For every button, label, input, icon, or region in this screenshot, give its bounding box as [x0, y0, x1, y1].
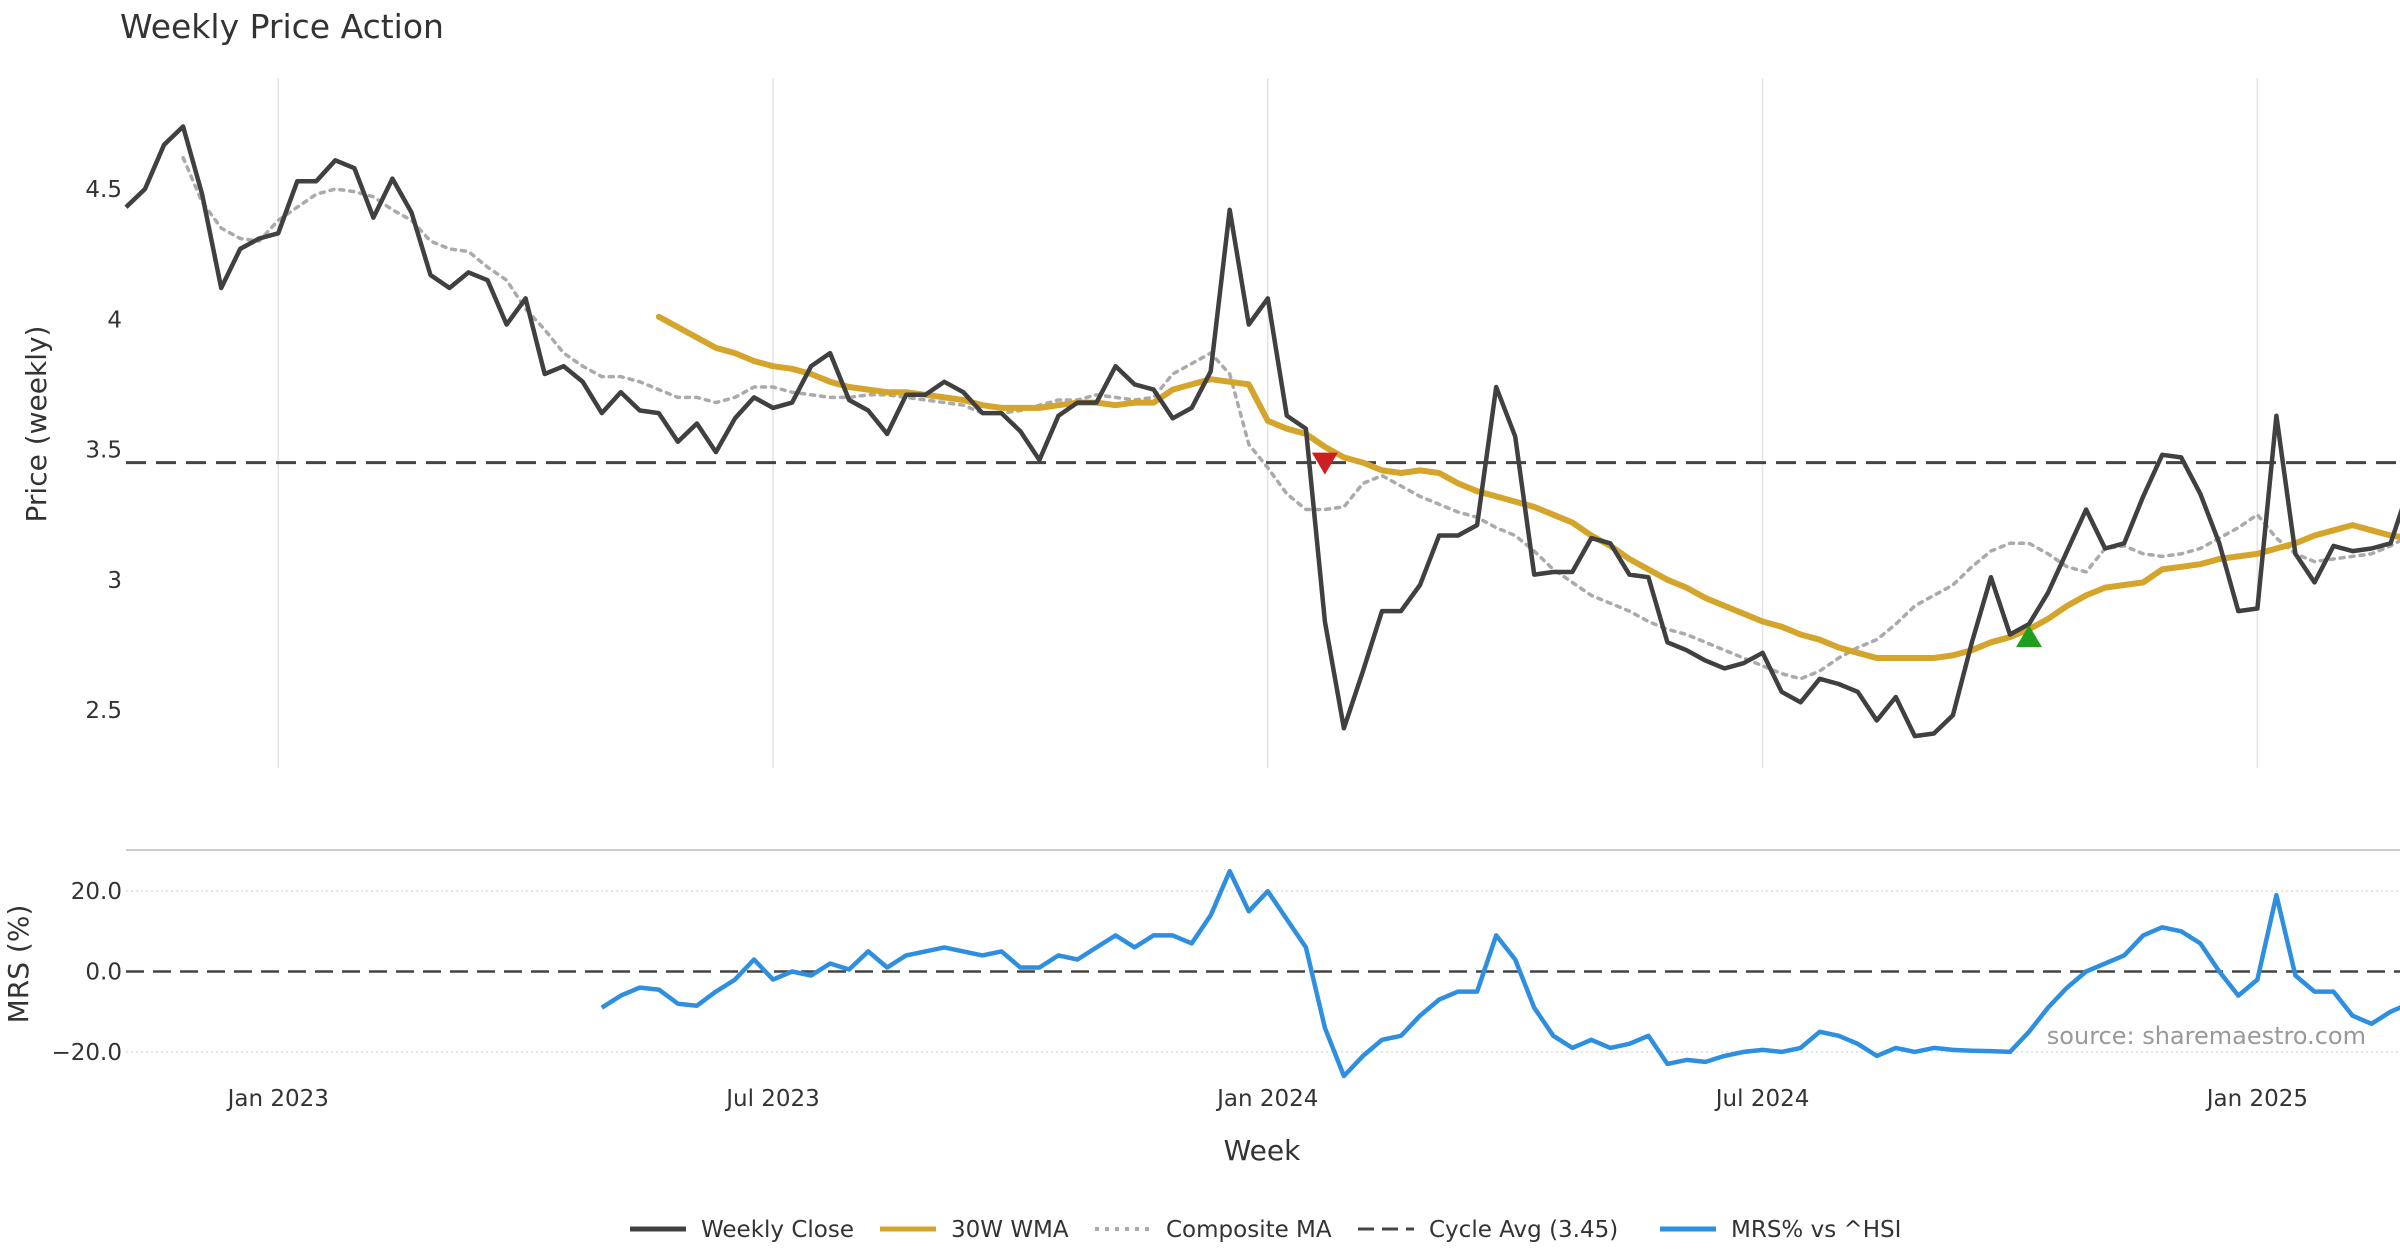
- mrs-y-tick-label: −20.0: [52, 1040, 122, 1066]
- weekly-close-line: [124, 124, 2400, 739]
- legend: Weekly Close 30W WMA Composite MA Cycle Avg…: [630, 1217, 1901, 1243]
- legend-label: Weekly Close: [701, 1217, 854, 1243]
- price-y-axis-label: Price (weekly): [20, 326, 53, 523]
- mrs-y-tick-label: 0.0: [85, 960, 122, 986]
- chart-title: Weekly Price Action: [120, 7, 444, 46]
- price-y-tick-label: 4: [107, 307, 122, 333]
- price-y-ticks: 2.5 3 3.5 4 4.5: [85, 177, 122, 724]
- legend-label: MRS% vs ^HSI: [1731, 1217, 1901, 1243]
- x-axis-label: Week: [1224, 1134, 1301, 1167]
- price-grid: [277, 78, 2259, 768]
- mrs-y-tick-label: 20.0: [71, 879, 122, 905]
- x-tick-label: Jan 2025: [2205, 1086, 2308, 1112]
- price-y-tick-label: 4.5: [85, 177, 122, 203]
- x-tick-label: Jan 2023: [226, 1086, 329, 1112]
- mrs-line: [600, 868, 2400, 1079]
- source-note: source: sharemaestro.com: [2047, 1022, 2366, 1050]
- composite-ma-line: [181, 155, 2400, 681]
- signal-markers: [1311, 452, 2042, 648]
- x-tick-label: Jul 2024: [1714, 1086, 1810, 1112]
- x-tick-label: Jul 2023: [724, 1086, 820, 1112]
- x-ticks: Jan 2023 Jul 2023 Jan 2024 Jul 2024 Jan 2025…: [226, 1086, 2308, 1112]
- legend-label: 30W WMA: [951, 1217, 1069, 1243]
- wma-30w-line: [655, 313, 2400, 661]
- price-y-tick-label: 3: [107, 568, 122, 594]
- price-y-tick-label: 2.5: [85, 698, 122, 724]
- legend-label: Composite MA: [1166, 1217, 1332, 1243]
- x-tick-label: Jan 2024: [1215, 1086, 1318, 1112]
- buy-signal-marker: [2016, 625, 2042, 648]
- mrs-y-ticks: 20.0 0.0 −20.0: [52, 879, 122, 1066]
- legend-label: Cycle Avg (3.45): [1429, 1217, 1618, 1243]
- price-y-tick-label: 3.5: [85, 438, 122, 464]
- sell-signal-marker: [1311, 452, 1338, 475]
- mrs-y-axis-label: MRS (%): [2, 905, 35, 1024]
- mrs-grid: [126, 890, 2400, 1053]
